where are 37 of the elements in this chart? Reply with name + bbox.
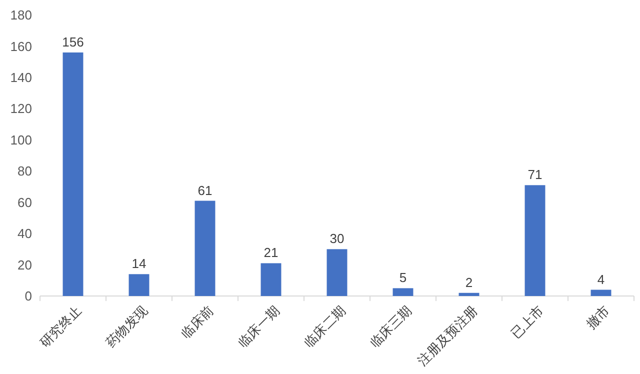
x-tick-label: 药物发现 [102,302,150,350]
y-tick-label: 80 [18,164,32,179]
y-tick-label: 140 [10,70,32,85]
y-tick-label: 180 [10,8,32,23]
data-label: 4 [597,272,605,287]
x-tick-label: 注册及预注册 [414,302,480,368]
data-label: 30 [330,231,344,246]
data-label: 5 [399,270,407,286]
bar [392,288,414,296]
data-label: 21 [264,245,278,260]
data-label: 61 [198,182,212,198]
y-tick-label: 160 [10,38,32,54]
x-tick-label: 撤市 [583,302,612,332]
x-tick-label: 临床三期 [366,302,414,350]
y-tick-label: 40 [18,226,32,242]
bar [194,200,216,296]
bar [458,292,480,296]
bar [128,274,150,296]
x-tick-label: 临床前 [178,302,216,341]
x-tick-label: 临床二期 [300,302,348,350]
data-label: 2 [465,274,473,290]
data-label: 71 [528,167,542,182]
y-tick-label: 60 [18,194,32,210]
data-label: 156 [62,34,84,50]
y-tick-label: 20 [18,257,32,272]
data-label: 14 [132,256,146,272]
x-tick-label: 已上市 [508,302,546,341]
y-tick-label: 100 [10,132,32,148]
bar [62,52,84,296]
bar [260,263,282,296]
y-tick-label: 0 [24,288,32,304]
y-tick-label: 120 [10,101,32,116]
x-tick-label: 临床一期 [234,302,282,350]
bar [590,290,612,296]
bar [326,249,348,296]
x-tick-label: 研究终止 [36,302,84,350]
bar [524,185,546,296]
